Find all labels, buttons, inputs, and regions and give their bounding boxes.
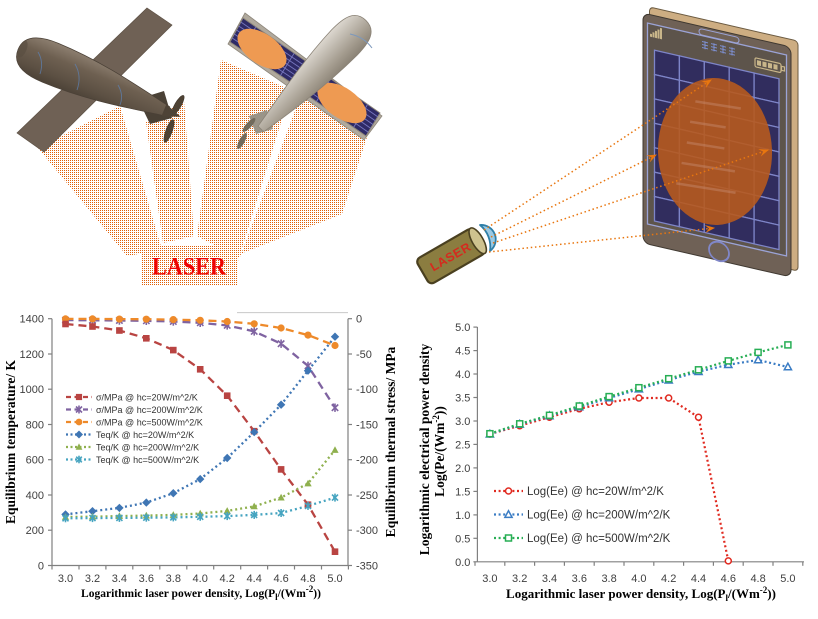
svg-text:3.8: 3.8: [601, 573, 616, 585]
svg-text:2.0: 2.0: [455, 463, 470, 475]
svg-text:0.5: 0.5: [455, 533, 470, 545]
svg-text:3.0: 3.0: [58, 573, 73, 585]
svg-text:3.0: 3.0: [455, 416, 470, 428]
svg-text:4.5: 4.5: [455, 346, 470, 358]
svg-text:600: 600: [26, 455, 44, 467]
svg-text:1000: 1000: [20, 384, 44, 396]
svg-text:4.6: 4.6: [273, 573, 288, 585]
svg-text:4.6: 4.6: [721, 573, 736, 585]
svg-text:3.6: 3.6: [139, 573, 154, 585]
svg-text:Log(Ee) @ hc=200W/m^2/K: Log(Ee) @ hc=200W/m^2/K: [527, 510, 671, 522]
svg-text:200: 200: [26, 525, 44, 537]
svg-text:3.4: 3.4: [112, 573, 127, 585]
svg-text:1400: 1400: [20, 314, 44, 326]
svg-text:Equilibrium thermal stress/ MP: Equilibrium thermal stress/ MPa: [383, 346, 398, 537]
svg-text:Logarithmic electrical power d: Logarithmic electrical power density: [417, 343, 432, 555]
svg-text:-200: -200: [356, 455, 378, 467]
svg-text:3.6: 3.6: [572, 573, 587, 585]
svg-text:σ/MPa @ hc=200W/m^2/K: σ/MPa @ hc=200W/m^2/K: [96, 405, 203, 415]
svg-text:4.2: 4.2: [220, 573, 235, 585]
svg-text:3.5: 3.5: [455, 393, 470, 405]
svg-text:-150: -150: [356, 420, 378, 432]
svg-text:Log(Pe/(Wm-2)): Log(Pe/(Wm-2)): [431, 406, 447, 497]
svg-text:3.4: 3.4: [542, 573, 557, 585]
svg-text:Log(Ee) @ hc=500W/m^2/K: Log(Ee) @ hc=500W/m^2/K: [527, 533, 671, 545]
svg-text:Teq/K @ hc=200W/m^2/K: Teq/K @ hc=200W/m^2/K: [96, 443, 199, 453]
svg-text:Log(Ee) @ hc=20W/m^2/K: Log(Ee) @ hc=20W/m^2/K: [527, 486, 664, 498]
svg-text:σ/MPa @ hc=500W/m^2/K: σ/MPa @ hc=500W/m^2/K: [96, 418, 203, 428]
svg-text:5.0: 5.0: [780, 573, 795, 585]
svg-text:4.8: 4.8: [300, 573, 315, 585]
svg-text:4.0: 4.0: [455, 369, 470, 381]
svg-text:1.0: 1.0: [455, 510, 470, 522]
svg-text:4.2: 4.2: [661, 573, 676, 585]
svg-text:5.0: 5.0: [327, 573, 342, 585]
svg-text:4.4: 4.4: [691, 573, 706, 585]
svg-text:-350: -350: [356, 561, 378, 573]
svg-text:4.8: 4.8: [750, 573, 765, 585]
svg-text:Logarithmic laser power densit: Logarithmic laser power density, Log(Pl/…: [506, 585, 776, 603]
svg-text:Logarithmic laser power densit: Logarithmic laser power density, Log(Pl/…: [81, 584, 321, 602]
svg-text:400: 400: [26, 490, 44, 502]
svg-text:-300: -300: [356, 525, 378, 537]
svg-text:σ/MPa @ hc=20W/m^2/K: σ/MPa @ hc=20W/m^2/K: [96, 393, 198, 403]
svg-text:5.0: 5.0: [455, 322, 470, 334]
svg-text:1200: 1200: [20, 349, 44, 361]
svg-text:LASER: LASER: [152, 252, 227, 281]
svg-text:Equilibrium temperature/ K: Equilibrium temperature/ K: [3, 360, 18, 524]
svg-text:4.0: 4.0: [631, 573, 646, 585]
svg-text:3.2: 3.2: [85, 573, 100, 585]
svg-text:0: 0: [38, 561, 44, 573]
svg-text:-100: -100: [356, 384, 378, 396]
svg-text:Teq/K @ hc=500W/m^2/K: Teq/K @ hc=500W/m^2/K: [96, 455, 199, 465]
svg-text:3.8: 3.8: [166, 573, 181, 585]
svg-text:3.0: 3.0: [482, 573, 497, 585]
svg-text:3.2: 3.2: [512, 573, 527, 585]
svg-text:0: 0: [356, 314, 362, 326]
svg-text:0.0: 0.0: [455, 557, 470, 569]
svg-text:4.0: 4.0: [193, 573, 208, 585]
svg-text:-250: -250: [356, 490, 378, 502]
svg-text:2.5: 2.5: [455, 439, 470, 451]
svg-text:1.5: 1.5: [455, 486, 470, 498]
svg-text:4.4: 4.4: [247, 573, 262, 585]
svg-text:Teq/K @ hc=20W/m^2/K: Teq/K @ hc=20W/m^2/K: [96, 430, 194, 440]
svg-text:800: 800: [26, 420, 44, 432]
svg-text:-50: -50: [356, 349, 372, 361]
